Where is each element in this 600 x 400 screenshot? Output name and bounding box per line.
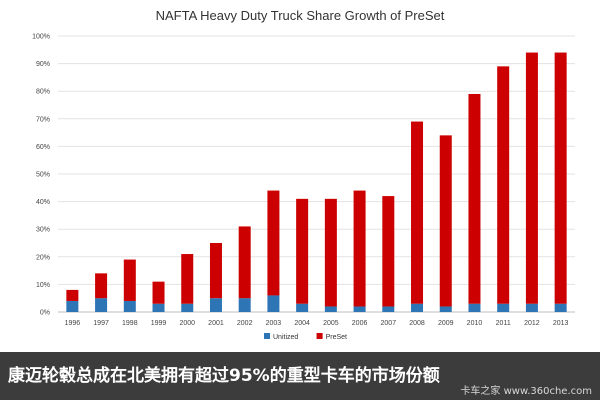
y-tick-label: 30% (36, 227, 50, 234)
x-tick-label: 2008 (409, 320, 425, 327)
bar-unitized-2000 (181, 303, 194, 312)
bar-preset-2003 (267, 190, 280, 296)
bar-preset-2000 (181, 254, 194, 304)
bar-preset-2006 (353, 190, 366, 307)
bar-unitized-1998 (123, 300, 136, 312)
bar-unitized-2006 (353, 306, 366, 312)
legend-label-preset: PreSet (326, 334, 347, 341)
bar-preset-2010 (468, 93, 481, 304)
y-tick-label: 40% (36, 199, 50, 206)
y-tick-label: 10% (36, 282, 50, 289)
bar-chart: NAFTA Heavy Duty Truck Share Growth of P… (32, 8, 575, 341)
bar-unitized-1997 (95, 298, 108, 312)
bar-unitized-1996 (66, 300, 79, 312)
bars (66, 52, 567, 312)
legend-label-unitized: Unitized (273, 334, 298, 341)
bar-unitized-2013 (554, 303, 567, 312)
y-tick-label: 60% (36, 144, 50, 151)
y-tick-label: 20% (36, 254, 50, 261)
bar-unitized-2001 (209, 298, 222, 312)
bar-unitized-2008 (411, 303, 424, 312)
x-axis-ticks: 1996 1997 1998 1999 2000 2001 2002 2003 2004 2005… (65, 320, 569, 327)
y-tick-label: 70% (36, 116, 50, 123)
gridlines (58, 35, 575, 313)
bar-unitized-2010 (468, 303, 481, 312)
x-tick-label: 2009 (438, 320, 454, 327)
bar-preset-2001 (209, 243, 222, 299)
bar-unitized-2007 (382, 306, 395, 312)
bar-preset-2011 (497, 66, 510, 304)
bar-preset-1998 (123, 259, 136, 301)
chart-title: NAFTA Heavy Duty Truck Share Growth of P… (156, 8, 445, 23)
bar-unitized-2003 (267, 295, 280, 312)
x-tick-label: 2012 (524, 320, 540, 327)
y-tick-label: 0% (40, 310, 50, 317)
caption-banner: 康迈轮毂总成在北美拥有超过95%的重型卡车的市场份额 卡车之家 www.360c… (0, 352, 600, 400)
x-tick-label: 2002 (237, 320, 253, 327)
x-tick-label: 2013 (553, 320, 569, 327)
x-tick-label: 2011 (496, 320, 511, 327)
chart-area: NAFTA Heavy Duty Truck Share Growth of P… (32, 8, 575, 341)
bar-unitized-2012 (525, 303, 538, 312)
bar-preset-2013 (554, 52, 567, 304)
bar-preset-2002 (238, 226, 251, 299)
bar-preset-2004 (296, 198, 309, 304)
x-tick-label: 2006 (352, 320, 368, 327)
bar-unitized-2002 (238, 298, 251, 312)
x-tick-label: 1999 (151, 320, 167, 327)
x-tick-label: 2003 (266, 320, 282, 327)
bar-preset-1997 (95, 273, 108, 299)
bar-preset-1996 (66, 289, 79, 301)
bar-preset-2007 (382, 196, 395, 307)
y-tick-label: 90% (36, 61, 50, 68)
bar-preset-2008 (411, 121, 424, 304)
bar-unitized-2004 (296, 303, 309, 312)
bar-unitized-2011 (497, 303, 510, 312)
x-tick-label: 2001 (208, 320, 224, 327)
x-tick-label: 1998 (122, 320, 138, 327)
caption-text: 康迈轮毂总成在北美拥有超过95%的重型卡车的市场份额 (8, 366, 440, 386)
bar-unitized-2005 (324, 306, 337, 312)
y-tick-label: 50% (36, 172, 50, 179)
x-tick-label: 2007 (381, 320, 397, 327)
x-tick-label: 2000 (179, 320, 195, 327)
x-tick-label: 2004 (294, 320, 310, 327)
bar-preset-2005 (324, 198, 337, 307)
bar-unitized-1999 (152, 303, 165, 312)
x-tick-label: 2005 (323, 320, 339, 327)
x-tick-label: 2010 (467, 320, 483, 327)
y-tick-label: 100% (32, 34, 50, 41)
legend-swatch-preset (316, 333, 323, 339)
x-tick-label: 1997 (93, 320, 109, 327)
y-axis-ticks: 0% 10% 20% 30% 40% 50% 60% 70% 80% 90% 100% (32, 34, 50, 317)
bar-unitized-2009 (439, 306, 452, 312)
legend-swatch-unitized (264, 333, 270, 339)
bar-preset-1999 (152, 281, 165, 304)
legend: Unitized PreSet (264, 333, 347, 341)
bar-preset-2012 (525, 52, 538, 304)
watermark: 卡车之家 www.360che.com (460, 386, 592, 397)
x-tick-label: 1996 (65, 320, 81, 327)
y-tick-label: 80% (36, 89, 50, 96)
bar-preset-2009 (439, 135, 452, 307)
